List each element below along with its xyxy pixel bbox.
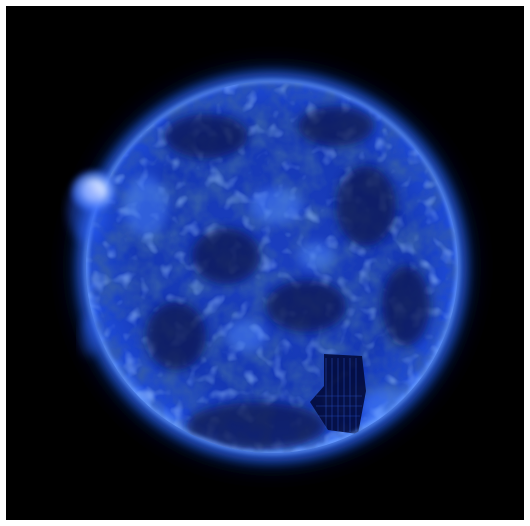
flare-loops: [68, 181, 104, 241]
solar-image: [6, 6, 524, 520]
dark-regions: [146, 106, 430, 450]
sun-svg: [6, 6, 524, 520]
disk-surface: [86, 81, 458, 453]
bright-patches: [124, 176, 410, 424]
data-gap-artifact: [310, 354, 366, 434]
limb-prominence: [80, 316, 100, 356]
solar-limb: [84, 79, 460, 455]
